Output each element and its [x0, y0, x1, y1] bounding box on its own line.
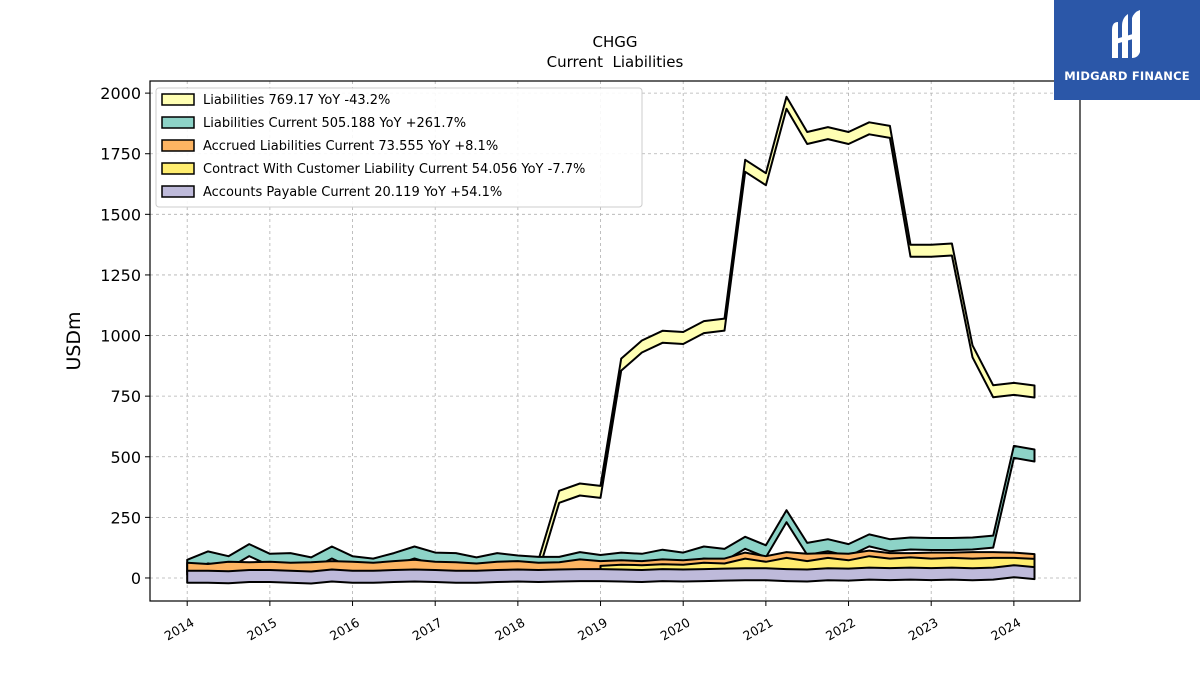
y-tick-label: 0	[131, 569, 141, 588]
y-axis-label: USDm	[63, 311, 85, 370]
y-tick-label: 250	[110, 508, 141, 527]
x-tick-label: 2024	[988, 615, 1023, 644]
legend-label: Liabilities 769.17 YoY -43.2%	[203, 93, 390, 108]
y-tick-label: 1000	[100, 327, 141, 346]
x-tick-label: 2018	[492, 615, 527, 644]
legend-swatch	[162, 140, 194, 151]
legend-swatch	[162, 117, 194, 128]
x-tick-label: 2014	[162, 615, 197, 644]
y-tick-label: 2000	[100, 84, 141, 103]
x-tick-label: 2021	[740, 615, 775, 644]
midgard-logo-icon	[1054, 0, 1200, 70]
legend-swatch	[162, 186, 194, 197]
legend-swatch	[162, 94, 194, 105]
y-tick-label: 1500	[100, 205, 141, 224]
x-tick-label: 2022	[823, 615, 858, 644]
legend-label: Liabilities Current 505.188 YoY +261.7%	[203, 116, 466, 131]
y-tick-label: 750	[110, 387, 141, 406]
x-tick-label: 2019	[575, 615, 610, 644]
y-tick-label: 500	[110, 448, 141, 467]
legend-label: Accrued Liabilities Current 73.555 YoY +…	[203, 139, 498, 154]
y-tick-label: 1750	[100, 145, 141, 164]
legend-swatch	[162, 163, 194, 174]
logo-text: MIDGARD FINANCE	[1054, 69, 1200, 83]
x-tick-label: 2017	[410, 615, 445, 644]
x-tick-label: 2015	[244, 615, 279, 644]
x-tick-label: 2016	[327, 615, 362, 644]
x-axis: 2014 2015 2016 2017 2018 2019 2020 2021 2022 2023…	[162, 601, 1024, 644]
chart-subtitle: Current Liabilities	[547, 53, 684, 71]
legend: Liabilities 769.17 YoY -43.2% Liabilities…	[156, 88, 642, 207]
legend-label: Accounts Payable Current 20.119 YoY +54.…	[203, 185, 502, 200]
y-axis: 0 250 500 750 1000 1250 1500 1750 2000	[100, 84, 150, 588]
legend-label: Contract With Customer Liability Current…	[203, 162, 585, 177]
y-tick-label: 1250	[100, 266, 141, 285]
midgard-logo: MIDGARD FINANCE	[1054, 0, 1200, 100]
chart-title: CHGG	[593, 33, 638, 51]
x-tick-label: 2020	[658, 615, 693, 644]
x-tick-label: 2023	[906, 615, 941, 644]
